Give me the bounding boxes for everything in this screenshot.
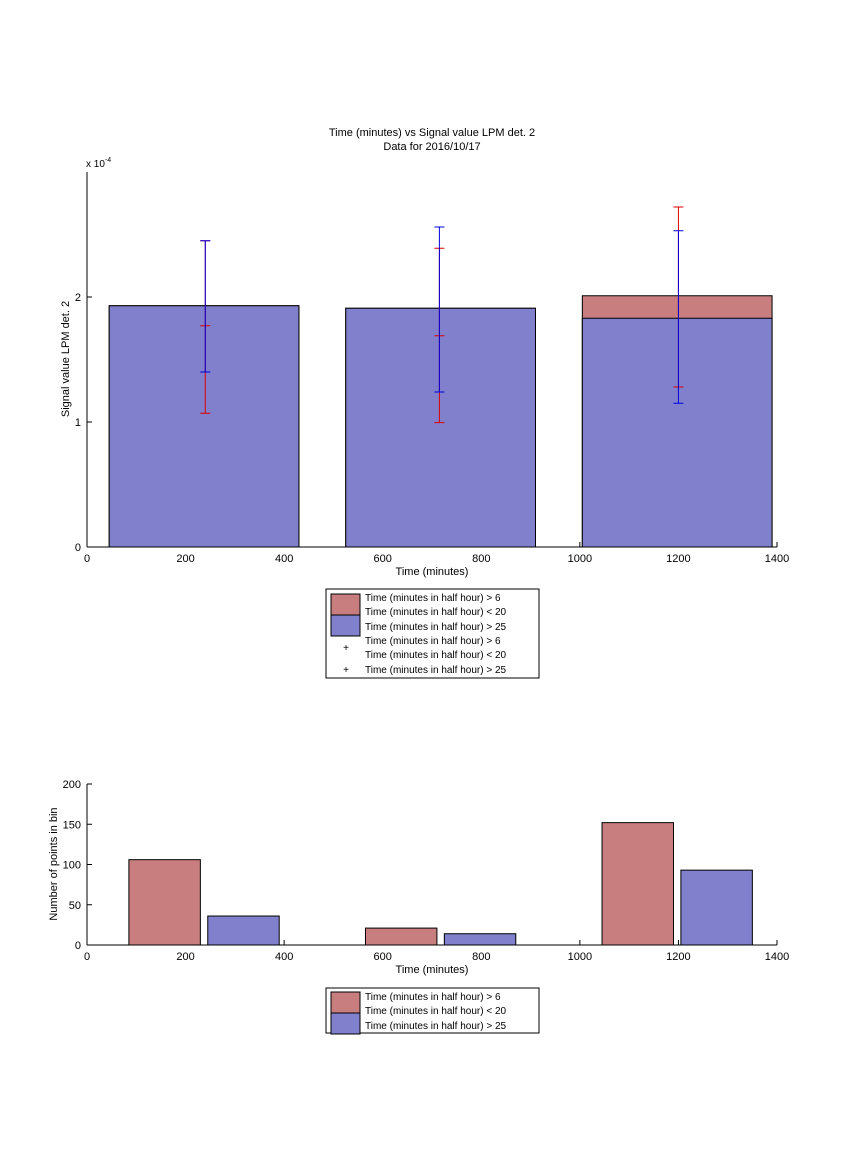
x-axis-label: Time (minutes) [396, 566, 469, 578]
legend-entry: Time (minutes in half hour) > 25 [365, 665, 507, 676]
legend-entry: Time (minutes in half hour) > 6 [365, 636, 501, 647]
legend-entry: Time (minutes in half hour) < 20 [365, 1006, 507, 1017]
x-tick-label: 600 [374, 951, 392, 963]
y-exponent-base: x 10 [86, 159, 105, 170]
y-tick-label: 50 [69, 900, 81, 912]
x-tick-label: 600 [374, 553, 392, 565]
x-tick-label: 400 [275, 951, 293, 963]
x-tick-label: 200 [176, 553, 194, 565]
bar-blue [207, 915, 280, 946]
y-tick-label: 150 [63, 819, 81, 831]
y-tick-label: 1 [75, 417, 81, 429]
y-tick-label: 0 [75, 542, 81, 554]
y-tick-label: 100 [63, 860, 81, 872]
x-tick-label: 0 [84, 553, 90, 565]
y-axis-label: Number of points in bin [48, 807, 60, 920]
legend-swatch-blue [330, 1012, 361, 1035]
x-tick-label: 1400 [765, 951, 789, 963]
y-axis-label: Signal value LPM det. 2 [60, 301, 72, 417]
legend-entry: Time (minutes in half hour) > 25 [365, 1021, 507, 1032]
bar-red [364, 927, 438, 946]
x-tick-label: 200 [176, 951, 194, 963]
x-tick-label: 1200 [666, 553, 690, 565]
y-tick-label: 0 [75, 940, 81, 952]
x-tick-label: 1400 [765, 553, 789, 565]
legend-entry: Time (minutes in half hour) < 20 [365, 607, 507, 618]
bar-red [601, 822, 674, 946]
x-tick-label: 0 [84, 951, 90, 963]
legend: + + Time (minutes in half hour) > 6 Time (m… [325, 588, 540, 679]
y-tick-label: 2 [75, 292, 81, 304]
legend-marker-blue: + [343, 665, 349, 676]
chart-subtitle: Data for 2016/10/17 [383, 141, 480, 153]
legend-swatch-red [330, 991, 361, 1014]
count-bar-chart: 0 200 400 600 800 1000 1200 1400 0 50 100 150 200 Ti… [48, 779, 789, 1035]
x-axis-label: Time (minutes) [396, 964, 469, 976]
x-tick-label: 1000 [568, 553, 592, 565]
y-exponent-power: -4 [105, 157, 111, 164]
chart-title: Time (minutes) vs Signal value LPM det. … [329, 127, 535, 139]
bar-blue [581, 317, 773, 548]
legend-swatch-blue [330, 614, 361, 637]
x-tick-label: 800 [472, 553, 490, 565]
x-tick-label: 1000 [568, 951, 592, 963]
legend-entry: Time (minutes in half hour) < 20 [365, 650, 507, 661]
bar-blue [108, 305, 300, 548]
y-exponent-label: x 10-4 [86, 157, 111, 170]
bar-red [128, 859, 201, 946]
signal-bar-chart: Time (minutes) vs Signal value LPM det. … [60, 127, 789, 679]
x-tick-label: 400 [275, 553, 293, 565]
legend-marker-red: + [343, 643, 349, 654]
legend-swatch-red [330, 593, 361, 616]
legend-entry: Time (minutes in half hour) > 6 [365, 593, 501, 604]
legend-entry: Time (minutes in half hour) > 25 [365, 622, 507, 633]
bar-blue [680, 869, 753, 946]
legend-entry: Time (minutes in half hour) > 6 [365, 992, 501, 1003]
legend-box [325, 588, 540, 679]
legend-box [325, 987, 540, 1034]
legend: Time (minutes in half hour) > 6 Time (min… [325, 987, 540, 1035]
x-tick-label: 1200 [666, 951, 690, 963]
bar-blue [443, 933, 517, 946]
y-tick-label: 200 [63, 779, 81, 791]
bar-blue [345, 307, 536, 548]
x-tick-label: 800 [472, 951, 490, 963]
